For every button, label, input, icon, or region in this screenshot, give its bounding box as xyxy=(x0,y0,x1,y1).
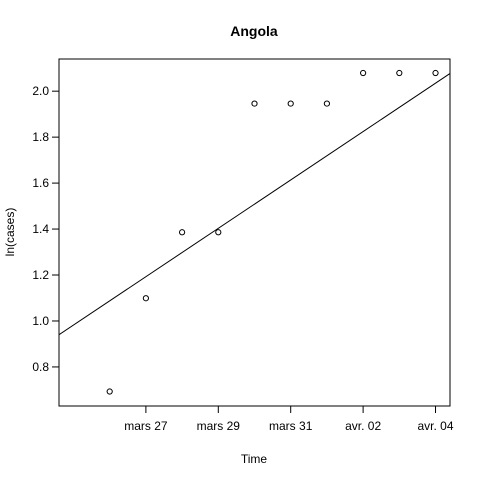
data-point xyxy=(142,295,149,302)
x-tick-label: mars 29 xyxy=(197,419,241,433)
data-point xyxy=(396,69,403,77)
data-point xyxy=(106,388,113,395)
x-tick-label: mars 31 xyxy=(269,419,313,433)
x-tick-label: avr. 04 xyxy=(418,419,454,433)
x-axis-label: Time xyxy=(241,452,268,466)
y-axis: 0.8 1.0 1.2 1.4 1.6 1.8 2.0 xyxy=(32,84,60,374)
y-tick-label: 2.0 xyxy=(32,84,49,98)
y-tick-label: 1.2 xyxy=(32,268,49,282)
data-point xyxy=(287,100,294,107)
data-point xyxy=(251,100,258,107)
y-tick-label: 1.0 xyxy=(32,314,49,328)
fit-line-group xyxy=(59,72,450,336)
data-point xyxy=(360,69,367,77)
plot-frame xyxy=(58,58,451,407)
y-tick-label: 1.8 xyxy=(32,130,49,144)
y-tick-label: 0.8 xyxy=(32,360,49,374)
y-tick-label: 1.6 xyxy=(32,176,49,190)
y-axis-label: ln(cases) xyxy=(3,208,17,257)
x-tick-label: avr. 02 xyxy=(345,419,381,433)
data-point xyxy=(178,229,186,236)
y-tick-label: 1.4 xyxy=(32,222,49,236)
chart-title: Angola xyxy=(230,23,278,39)
data-points xyxy=(106,69,439,395)
data-point xyxy=(432,69,439,77)
data-point xyxy=(215,229,222,236)
fit-line xyxy=(59,72,450,336)
x-tick-label: mars 27 xyxy=(124,419,168,433)
x-axis: mars 27 mars 29 mars 31 avr. 02 avr. 04 xyxy=(124,405,454,433)
data-point xyxy=(323,100,331,107)
